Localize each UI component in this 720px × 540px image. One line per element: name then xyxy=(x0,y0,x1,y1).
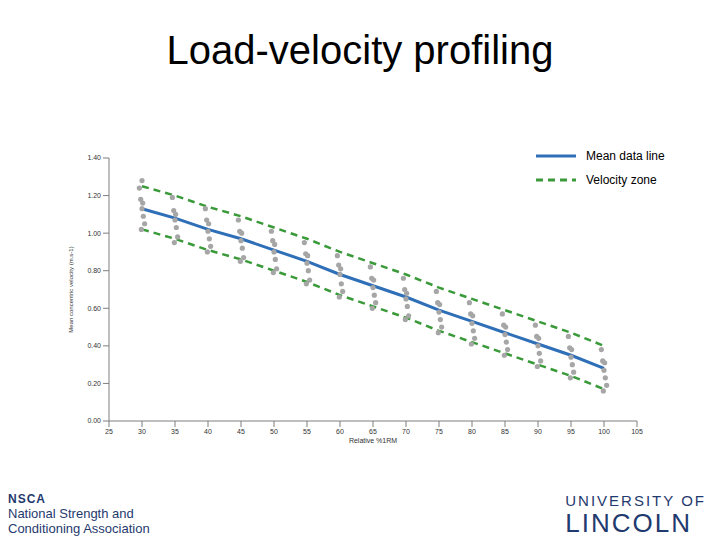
html-text:Mean data line: Mean data line xyxy=(586,149,665,163)
svg-text:55: 55 xyxy=(303,428,311,435)
svg-text:0.20: 0.20 xyxy=(87,380,101,387)
svg-text:50: 50 xyxy=(270,428,278,435)
svg-text:0.60: 0.60 xyxy=(87,305,101,312)
svg-text:75: 75 xyxy=(435,428,443,435)
svg-text:0.00: 0.00 xyxy=(87,417,101,424)
html-text:NSCA: NSCA xyxy=(8,492,46,506)
svg-text:100: 100 xyxy=(598,428,610,435)
html-text:UNIVERSITY OF: UNIVERSITY OF xyxy=(565,492,706,509)
svg-text:0.80: 0.80 xyxy=(87,267,101,274)
svg-text:95: 95 xyxy=(567,428,575,435)
svg-text:45: 45 xyxy=(237,428,245,435)
svg-text:Relative %1RM: Relative %1RM xyxy=(349,437,397,444)
svg-text:1.20: 1.20 xyxy=(87,192,101,199)
svg-text:1.40: 1.40 xyxy=(87,154,101,161)
svg-text:105: 105 xyxy=(631,428,643,435)
svg-text:80: 80 xyxy=(468,428,476,435)
svg-text:25: 25 xyxy=(105,428,113,435)
svg-text:30: 30 xyxy=(138,428,146,435)
svg-text:70: 70 xyxy=(402,428,410,435)
svg-text:40: 40 xyxy=(204,428,212,435)
html-text:LINCOLN: LINCOLN xyxy=(565,508,692,538)
html-text:Velocity zone: Velocity zone xyxy=(586,173,657,187)
svg-text:0.40: 0.40 xyxy=(87,342,101,349)
svg-text:35: 35 xyxy=(171,428,179,435)
svg-text:65: 65 xyxy=(369,428,377,435)
html-text:National Strength and: National Strength and xyxy=(8,506,134,521)
svg-text:85: 85 xyxy=(501,428,509,435)
svg-text:90: 90 xyxy=(534,428,542,435)
svg-text:1.00: 1.00 xyxy=(87,230,101,237)
svg-text:60: 60 xyxy=(336,428,344,435)
html-text:Load-velocity profiling: Load-velocity profiling xyxy=(166,28,554,72)
html-text:Conditioning Association: Conditioning Association xyxy=(8,521,150,536)
svg-text:Mean concentric velocity (m.s-: Mean concentric velocity (m.s-1) xyxy=(68,246,74,332)
